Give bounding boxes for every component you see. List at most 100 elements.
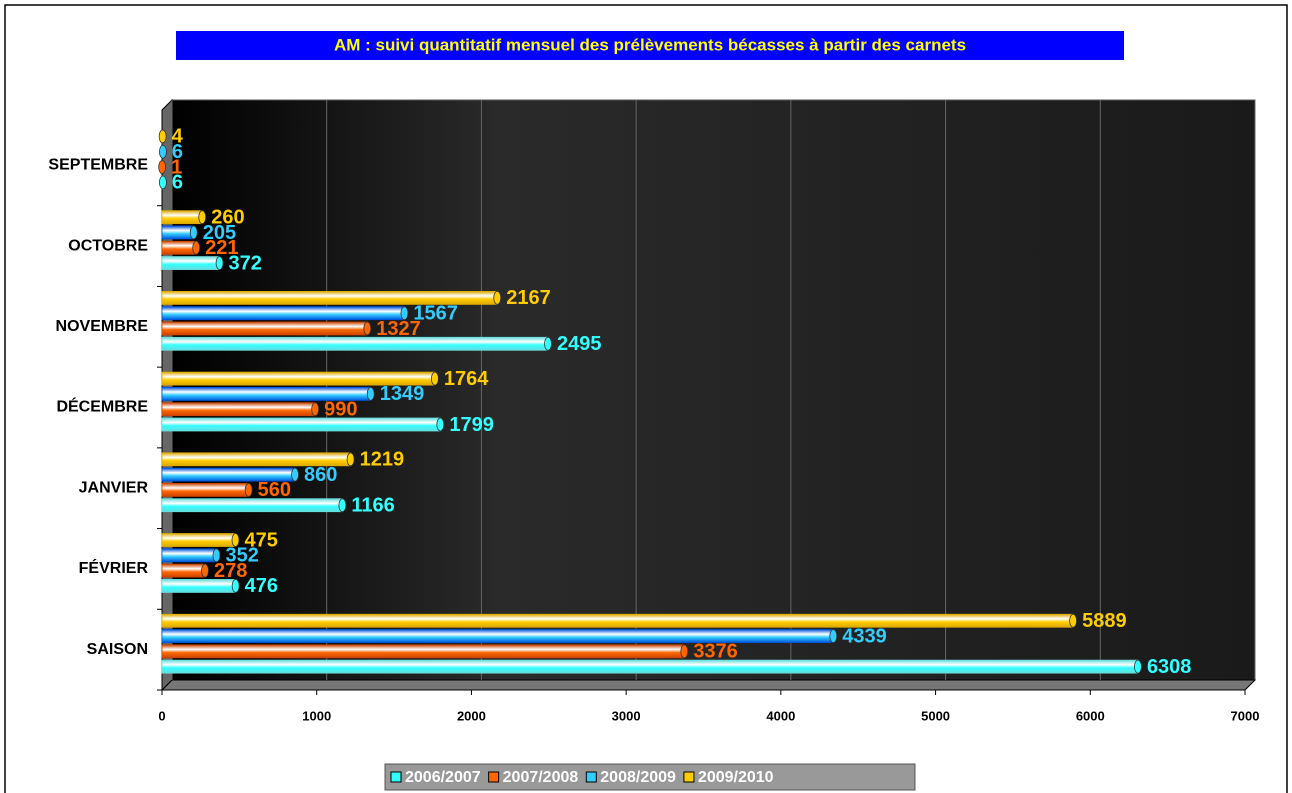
bar-cap xyxy=(201,563,209,578)
x-tick-label: 0 xyxy=(158,708,165,723)
bar-cap xyxy=(493,290,502,305)
value-label: 205 xyxy=(203,222,236,244)
bar-cap xyxy=(159,175,167,190)
value-label: 4 xyxy=(172,126,184,148)
value-label: 1327 xyxy=(376,318,421,340)
legend-label: 2008/2009 xyxy=(600,769,676,786)
x-tick-label: 4000 xyxy=(766,708,795,723)
bar-cap xyxy=(159,144,167,159)
bar-cap xyxy=(192,240,201,255)
x-tick-label: 3000 xyxy=(612,708,641,723)
value-label: 4339 xyxy=(842,625,887,647)
x-tick-label: 6000 xyxy=(1076,708,1105,723)
bar-cap xyxy=(244,483,253,497)
bar-cap xyxy=(1069,613,1078,628)
value-label: 6 xyxy=(172,172,183,194)
value-label: 1 xyxy=(171,156,182,178)
y-tick-label: NOVEMBRE xyxy=(56,318,149,335)
bar-cap xyxy=(158,129,167,144)
title-box xyxy=(176,31,1124,60)
bar-cap xyxy=(680,644,689,659)
bar-cap xyxy=(198,210,207,225)
bar-cap xyxy=(1134,659,1142,674)
value-label: 475 xyxy=(244,529,277,551)
plot-floor xyxy=(160,679,1257,691)
value-label: 1764 xyxy=(444,368,489,390)
bar xyxy=(161,417,441,432)
bar xyxy=(161,483,250,497)
legend-label: 2007/2008 xyxy=(503,769,579,786)
bar xyxy=(161,452,351,467)
bar xyxy=(161,548,217,563)
value-label: 352 xyxy=(225,545,258,567)
bar xyxy=(161,306,405,321)
bar xyxy=(161,386,372,401)
legend-box xyxy=(384,763,916,791)
bar-cap xyxy=(158,160,167,174)
bar xyxy=(161,210,203,225)
bar xyxy=(161,321,368,336)
legend-swatch xyxy=(390,771,402,783)
value-label: 2495 xyxy=(557,333,602,355)
bar xyxy=(161,629,834,643)
bar xyxy=(161,240,197,255)
value-label: 2167 xyxy=(506,287,551,309)
chart-title: AM : suivi quantitatif mensuel des prélè… xyxy=(334,35,966,54)
bar-cap xyxy=(189,225,198,240)
bar xyxy=(161,659,1139,674)
bar xyxy=(161,613,1074,628)
bar xyxy=(161,644,685,659)
legend-swatch xyxy=(488,771,500,783)
bar-cap xyxy=(346,452,355,467)
bar-cap xyxy=(291,467,299,482)
bar xyxy=(161,467,296,482)
bar-cap xyxy=(338,498,347,513)
value-label: 5889 xyxy=(1082,610,1127,632)
bar-cap xyxy=(311,402,320,417)
bar-cap xyxy=(215,256,224,270)
y-tick-label: FÉVRIER xyxy=(79,558,149,577)
legend-label: 2009/2010 xyxy=(698,769,774,786)
bar xyxy=(161,290,498,305)
bar xyxy=(161,533,236,547)
bar-cap xyxy=(829,629,838,643)
bar-cap xyxy=(231,579,240,593)
value-label: 3376 xyxy=(693,641,738,663)
bar-cap xyxy=(363,321,372,336)
value-label: 476 xyxy=(245,575,278,597)
bar xyxy=(161,563,206,578)
value-label: 278 xyxy=(214,560,247,582)
bar-cap xyxy=(366,386,375,401)
y-tick-label: JANVIER xyxy=(79,479,149,496)
bar-cap xyxy=(544,336,552,351)
value-label: 1349 xyxy=(380,383,425,405)
value-label: 860 xyxy=(304,464,337,486)
x-tick-label: 2000 xyxy=(457,708,486,723)
bar-cap xyxy=(231,533,240,547)
legend-swatch xyxy=(683,771,695,783)
value-label: 990 xyxy=(324,398,357,420)
bar-cap xyxy=(400,306,409,321)
y-tick-label: DÉCEMBRE xyxy=(56,397,148,416)
value-label: 1799 xyxy=(449,414,494,436)
y-tick-label: OCTOBRE xyxy=(68,237,148,254)
bar xyxy=(161,336,549,351)
bar xyxy=(161,225,195,240)
bar xyxy=(161,498,343,513)
value-label: 1219 xyxy=(360,449,405,471)
value-label: 1567 xyxy=(413,302,458,324)
value-label: 560 xyxy=(258,479,291,501)
value-label: 1166 xyxy=(351,494,394,516)
value-label: 6308 xyxy=(1147,656,1192,678)
bar-cap xyxy=(436,417,445,432)
bar xyxy=(161,371,436,386)
value-label: 221 xyxy=(205,237,238,259)
bar xyxy=(161,402,316,417)
bar-cap xyxy=(431,371,439,386)
y-tick-label: SEPTEMBRE xyxy=(48,157,148,174)
x-tick-label: 1000 xyxy=(302,708,331,723)
x-tick-label: 5000 xyxy=(921,708,950,723)
value-label: 6 xyxy=(172,141,183,163)
